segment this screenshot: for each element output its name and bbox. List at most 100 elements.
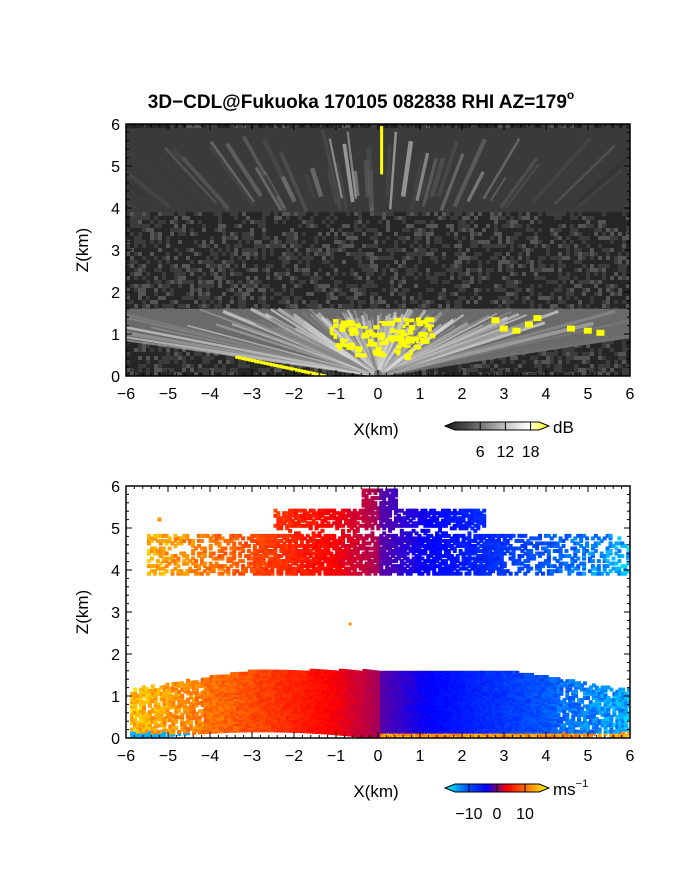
noise-pixel [602,276,606,280]
noise-pixel [226,280,230,284]
velocity-pixel [203,713,208,718]
velocity-pixel [203,727,208,732]
noise-pixel [594,268,598,272]
velocity-pixel [130,702,135,707]
strong-echo [409,325,416,331]
strong-echo [333,323,338,328]
noise-pixel [238,360,242,364]
noise-pixel [290,280,294,284]
noise-pixel [434,276,438,280]
velocity-pixel [171,730,176,735]
noise-pixel [190,220,194,224]
noise-pixel [414,232,418,236]
noise-pixel [426,288,430,292]
noise-pixel [126,352,130,356]
velocity-pixel [147,722,152,727]
velocity-pixel [133,698,138,703]
noise-pixel [530,304,534,308]
strong-echo [379,341,384,346]
noise-pixel [238,300,242,304]
noise-pixel [622,264,626,268]
noise-pixel [510,292,514,296]
velocity-pixel [215,714,220,719]
noise-pixel [578,344,582,348]
velocity-pixel [150,720,155,725]
noise-pixel [514,260,518,264]
velocity-pixel [180,683,185,688]
noise-pixel [498,372,502,376]
noise-pixel [274,292,278,296]
velocity-pixel [218,720,223,725]
velocity-pixel [218,685,223,690]
velocity-pixel [206,679,211,684]
noise-pixel [170,124,174,128]
noise-pixel [586,216,590,220]
noise-pixel [442,212,446,216]
noise-pixel [290,292,294,296]
velocity-pixel [203,721,208,726]
noise-pixel [578,268,582,272]
noise-pixel [366,264,370,268]
noise-pixel [278,256,282,260]
noise-pixel [234,252,238,256]
velocity-pixel [159,731,164,736]
velocity-pixel [212,719,217,724]
noise-pixel [234,232,238,236]
velocity-pixel [197,692,202,697]
velocity-pixel [162,689,167,694]
noise-pixel [130,272,134,276]
velocity-pixel [171,698,176,703]
noise-pixel [374,264,378,268]
noise-pixel [246,280,250,284]
noise-pixel [454,236,458,240]
upper-ray [335,161,349,211]
velocity-pixel [221,674,226,679]
velocity-pixel [159,712,164,717]
noise-pixel [226,244,230,248]
noise-pixel [210,248,214,252]
noise-pixel [310,300,314,304]
noise-pixel [514,224,518,228]
noise-pixel [242,252,246,256]
velocity-pixel [186,689,191,694]
strong-echo [420,338,427,345]
noise-pixel [182,276,186,280]
noise-pixel [166,356,170,360]
noise-pixel [186,124,190,128]
noise-pixel [402,216,406,220]
velocity-pixel [238,724,243,729]
noise-pixel [158,220,162,224]
noise-pixel [290,256,294,260]
noise-pixel [246,268,250,272]
noise-pixel [474,256,478,260]
noise-pixel [622,372,626,376]
noise-pixel [242,232,246,236]
noise-pixel [190,232,194,236]
velocity-pixel [171,696,176,701]
noise-pixel [282,272,286,276]
noise-pixel [238,292,242,296]
noise-pixel [182,356,186,360]
noise-pixel [402,296,406,300]
noise-pixel [250,252,254,256]
noise-pixel [298,224,302,228]
noise-pixel [478,260,482,264]
noise-pixel [578,248,582,252]
noise-pixel [362,264,366,268]
velocity-pixel [136,729,141,734]
noise-pixel [182,348,186,352]
noise-pixel [474,292,478,296]
noise-pixel [266,236,270,240]
noise-pixel [542,256,546,260]
noise-pixel [442,280,446,284]
upper-ray [126,148,191,208]
noise-pixel [558,288,562,292]
noise-pixel [474,288,478,292]
noise-pixel [314,304,318,308]
noise-pixel [154,224,158,228]
noise-pixel [594,292,598,296]
noise-pixel [158,260,162,264]
noise-pixel [154,288,158,292]
noise-pixel [206,244,210,248]
noise-pixel [546,296,550,300]
